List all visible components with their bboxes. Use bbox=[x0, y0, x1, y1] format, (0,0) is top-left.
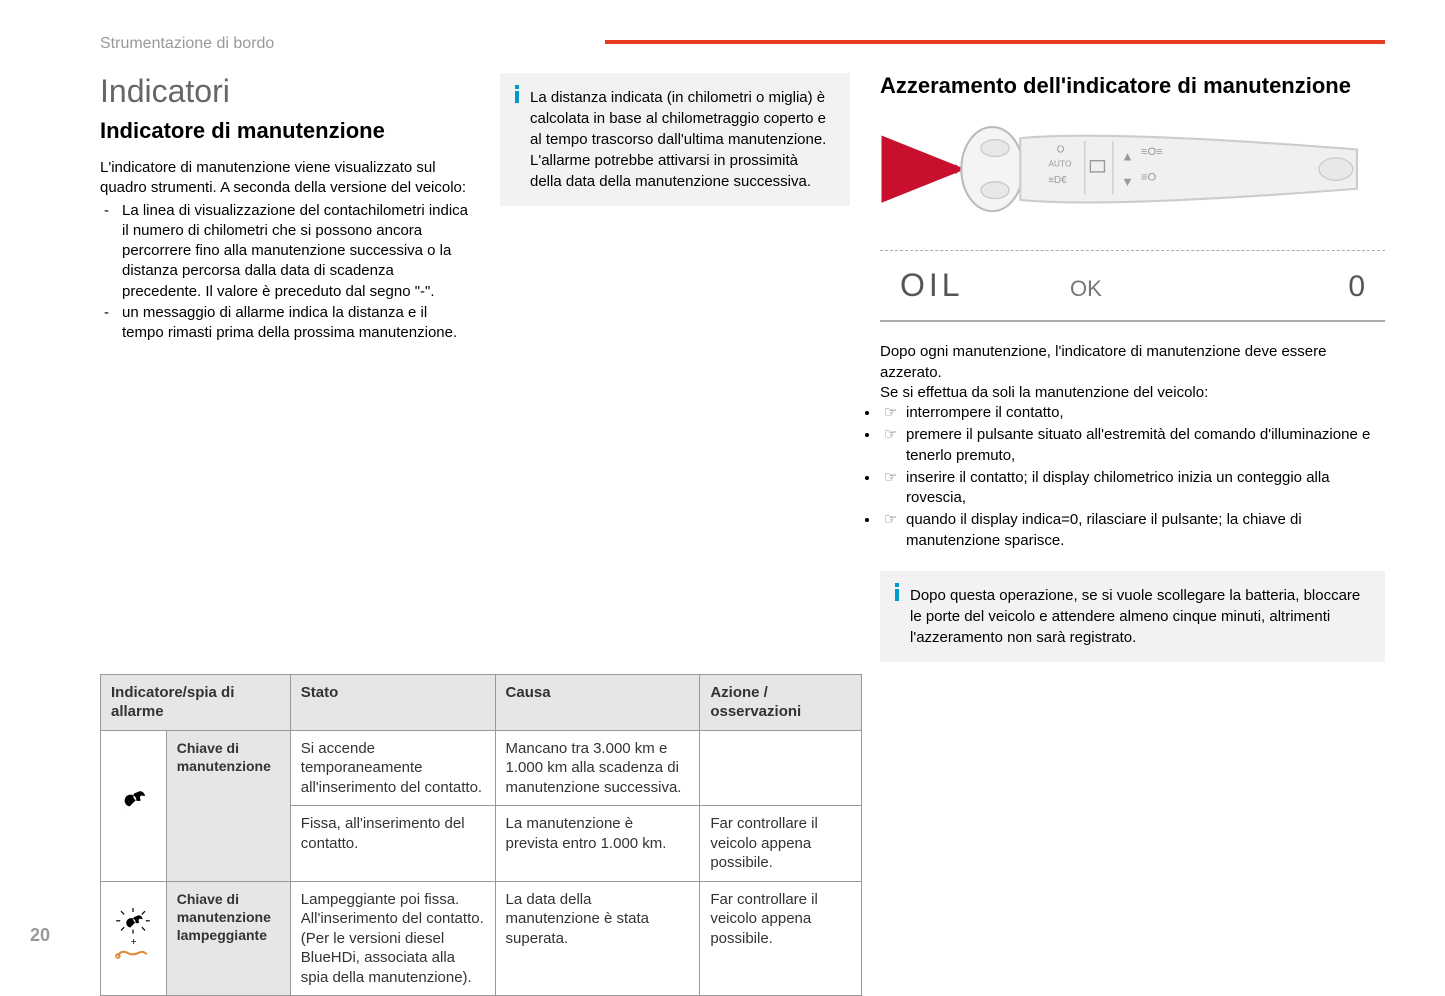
breadcrumb: Strumentazione di bordo bbox=[100, 35, 1385, 53]
display-box: OIL OK 0 bbox=[880, 250, 1385, 322]
right-title: Azzeramento dell'indicatore di manutenzi… bbox=[880, 73, 1385, 99]
svg-text:▼: ▼ bbox=[1121, 175, 1133, 189]
intro-text: L'indicatore di manutenzione viene visua… bbox=[100, 158, 470, 343]
th: Azione / osservazioni bbox=[700, 674, 862, 730]
steps: interrompere il contatto, premere il pul… bbox=[880, 403, 1385, 551]
wrench-icon bbox=[116, 786, 150, 826]
display-oil: OIL bbox=[900, 267, 964, 304]
step-item: interrompere il contatto, bbox=[880, 403, 1385, 423]
indicators-table: Indicatore/spia di allarme Stato Causa A… bbox=[100, 674, 862, 996]
icon-cell bbox=[101, 730, 167, 881]
th: Indicatore/spia di allarme bbox=[101, 674, 291, 730]
svg-text:O: O bbox=[1057, 144, 1065, 155]
svg-text:≡O: ≡O bbox=[1141, 171, 1157, 183]
page-number: 20 bbox=[30, 925, 50, 946]
svg-text:AUTO: AUTO bbox=[1048, 158, 1072, 168]
td: Far controllare il veicolo appena possib… bbox=[700, 806, 862, 882]
label-cell: Chiave di manutenzione bbox=[166, 730, 290, 881]
td: La data della manutenzione è stata super… bbox=[495, 881, 700, 996]
info-text: Dopo questa operazione, se si vuole scol… bbox=[910, 587, 1360, 646]
step-item: quando il display indica=0, rilasciare i… bbox=[880, 510, 1385, 551]
th: Causa bbox=[495, 674, 700, 730]
td: Fissa, all'inserimento del contatto. bbox=[290, 806, 495, 882]
table-row: + Chiave di manutenzione lampeggiante La… bbox=[101, 881, 862, 996]
info-box: La distanza indicata (in chilometri o mi… bbox=[500, 73, 850, 206]
info-box: Dopo questa operazione, se si vuole scol… bbox=[880, 571, 1385, 662]
wrench-flash-icon: + bbox=[113, 908, 153, 970]
svg-text:≡D€: ≡D€ bbox=[1048, 175, 1067, 186]
svg-text:▲: ▲ bbox=[1121, 150, 1133, 164]
right-text: Dopo ogni manutenzione, l'indicatore di … bbox=[880, 342, 1385, 403]
th: Stato bbox=[290, 674, 495, 730]
stalk-illustration: O AUTO ≡D€ ▲ ▼ ≡O≡ ≡O bbox=[880, 113, 1385, 244]
step-item: premere il pulsante situato all'estremit… bbox=[880, 425, 1385, 466]
info-icon bbox=[510, 85, 524, 103]
svg-text:≡O≡: ≡O≡ bbox=[1141, 146, 1163, 158]
td: Far controllare il veicolo appena possib… bbox=[700, 881, 862, 996]
td: Mancano tra 3.000 km e 1.000 km alla sca… bbox=[495, 730, 700, 806]
page-title: Indicatori bbox=[100, 73, 470, 110]
section-title: Indicatore di manutenzione bbox=[100, 118, 470, 144]
table-row: Chiave di manutenzione Si accende tempor… bbox=[101, 730, 862, 806]
info-icon bbox=[890, 583, 904, 601]
display-zero: 0 bbox=[1348, 270, 1365, 304]
svg-text:+: + bbox=[131, 937, 137, 948]
info-text: La distanza indicata (in chilometri o mi… bbox=[530, 89, 826, 190]
accent-bar bbox=[605, 40, 1385, 44]
td: Si accende temporaneamente all'inserimen… bbox=[290, 730, 495, 806]
display-ok: OK bbox=[1070, 276, 1102, 302]
td: Lampeggiante poi fissa. All'inserimento … bbox=[290, 881, 495, 996]
intro-item: un messaggio di allarme indica la distan… bbox=[100, 303, 470, 344]
step-item: inserire il contatto; il display chilome… bbox=[880, 468, 1385, 509]
td: La manutenzione è prevista entro 1.000 k… bbox=[495, 806, 700, 882]
td bbox=[700, 730, 862, 806]
icon-cell: + bbox=[101, 881, 167, 996]
intro-item: La linea di visualizzazione del contachi… bbox=[100, 201, 470, 302]
label-cell: Chiave di manutenzione lampeggiante bbox=[166, 881, 290, 996]
